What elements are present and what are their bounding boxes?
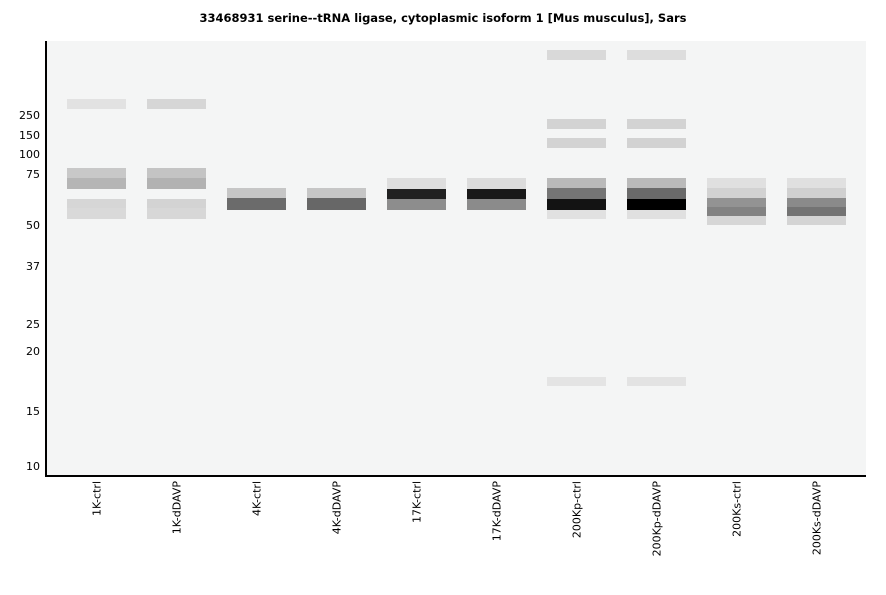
x-tick-label: 200Ks-ctrl: [730, 481, 743, 537]
gel-lane: [387, 41, 446, 476]
gel-lane: [227, 41, 286, 476]
gel-band: [547, 377, 606, 386]
gel-band: [67, 99, 126, 109]
y-tick-label: 15: [26, 405, 40, 418]
gel-lane: [67, 41, 126, 476]
gel-band: [67, 208, 126, 219]
y-tick-label: 150: [19, 129, 40, 142]
gel-band: [147, 199, 206, 208]
gel-band: [707, 188, 766, 198]
gel-lane: [147, 41, 206, 476]
gel-band: [67, 178, 126, 189]
gel-lane: [307, 41, 366, 476]
y-tick-label: 100: [19, 148, 40, 161]
gel-band: [547, 138, 606, 148]
y-tick-label: 20: [26, 345, 40, 358]
page-title: 33468931 serine--tRNA ligase, cytoplasmi…: [199, 11, 687, 25]
y-tick-label: 37: [26, 260, 40, 273]
gel-band: [547, 119, 606, 129]
gel-band: [627, 199, 686, 210]
gel-band: [547, 188, 606, 199]
gel-band: [67, 199, 126, 208]
x-tick-label: 200Ks-dDAVP: [810, 481, 823, 556]
y-tick-label: 50: [26, 219, 40, 232]
x-axis-spine: [45, 475, 866, 477]
gel-band: [787, 178, 846, 188]
gel-band: [627, 377, 686, 386]
gel-band: [307, 198, 366, 210]
gel-band: [627, 119, 686, 129]
x-tick-label: 1K-dDAVP: [170, 481, 183, 535]
x-tick-label: 200Kp-ctrl: [570, 481, 583, 539]
gel-band: [707, 198, 766, 207]
gel-band: [547, 178, 606, 188]
gel-lane: [787, 41, 846, 476]
gel-band: [707, 216, 766, 225]
gel-band: [627, 50, 686, 60]
gel-band: [547, 50, 606, 60]
gel-band: [787, 207, 846, 216]
gel-band: [627, 178, 686, 188]
gel-lane: [547, 41, 606, 476]
gel-band: [627, 138, 686, 148]
y-axis-spine: [45, 41, 47, 477]
x-tick-label: 4K-dDAVP: [330, 481, 343, 535]
gel-band: [67, 168, 126, 178]
x-tick-label: 4K-ctrl: [250, 481, 263, 516]
x-tick-label: 200Kp-dDAVP: [650, 481, 663, 557]
gel-lane: [627, 41, 686, 476]
x-tick-label: 17K-dDAVP: [490, 481, 503, 542]
y-tick-label: 10: [26, 460, 40, 473]
gel-band: [627, 210, 686, 219]
gel-band: [147, 178, 206, 189]
gel-band: [547, 199, 606, 210]
gel-band: [787, 216, 846, 225]
y-tick-label: 75: [26, 168, 40, 181]
gel-band: [307, 188, 366, 198]
gel-band: [787, 198, 846, 207]
gel-band: [467, 189, 526, 199]
gel-band: [547, 210, 606, 219]
gel-band: [707, 207, 766, 216]
gel-band: [147, 99, 206, 109]
gel-band: [467, 199, 526, 210]
x-tick-label: 1K-ctrl: [90, 481, 103, 516]
gel-band: [627, 188, 686, 199]
gel-band: [387, 189, 446, 199]
gel-band: [147, 168, 206, 178]
x-tick-label: 17K-ctrl: [410, 481, 423, 523]
gel-band: [387, 178, 446, 189]
gel-band: [787, 188, 846, 198]
gel-band: [227, 198, 286, 210]
gel-lane: [467, 41, 526, 476]
gel-band: [227, 188, 286, 198]
y-tick-label: 250: [19, 109, 40, 122]
gel-band: [707, 178, 766, 188]
gel-lane: [707, 41, 766, 476]
gel-band: [147, 208, 206, 219]
y-tick-label: 25: [26, 318, 40, 331]
gel-band: [387, 199, 446, 210]
plot-area: [47, 41, 866, 476]
gel-band: [467, 178, 526, 189]
